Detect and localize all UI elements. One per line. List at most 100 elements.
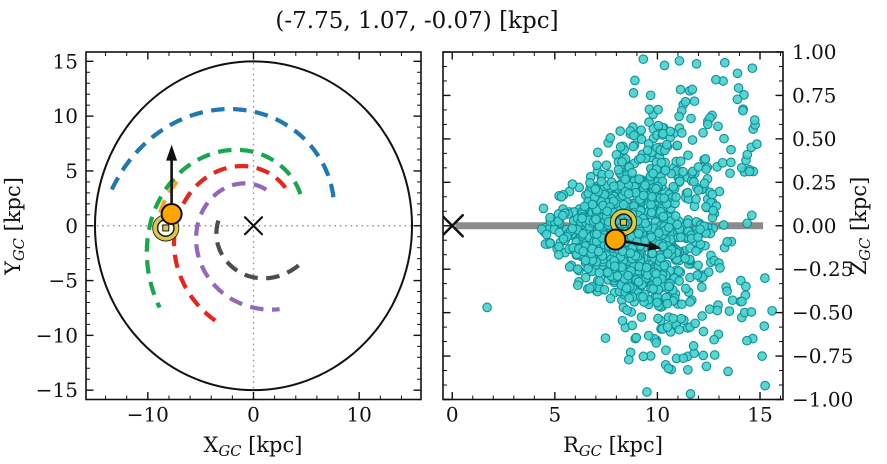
x-tick-label: −10 (127, 403, 169, 427)
scatter-point (578, 229, 588, 239)
scatter-point (653, 120, 664, 131)
scatter-point (538, 203, 549, 214)
scatter-point (557, 210, 568, 221)
y-tick-label: −10 (36, 323, 78, 347)
scatter-point (742, 218, 753, 229)
scatter-point (717, 157, 728, 168)
scatter-point (674, 276, 685, 286)
scatter-point (693, 162, 704, 172)
scatter-point (601, 160, 612, 171)
scatter-point (693, 232, 703, 242)
scatter-point (623, 270, 633, 281)
x-tick-label: 10 (645, 403, 670, 427)
scatter-point (675, 84, 686, 95)
scatter-point (702, 119, 713, 130)
scatter-point (638, 190, 649, 201)
axis-ticks (443, 51, 783, 401)
figure-title: (-7.75, 1.07, -0.07) [kpc] (275, 8, 558, 34)
scatter-point (760, 380, 770, 391)
y-tick-label: 0.00 (792, 214, 837, 238)
y-tick-label: 1.00 (792, 40, 837, 64)
scatter-point (724, 306, 735, 316)
x-tick-label: 15 (747, 403, 772, 427)
scatter-point (738, 105, 748, 116)
scatter-point (602, 206, 613, 217)
scatter-point (623, 354, 634, 365)
scatter-point (634, 174, 644, 184)
y-tick-label: 0.50 (792, 127, 837, 151)
x-tick-label: 0 (446, 403, 459, 427)
scatter-point (676, 299, 687, 310)
scatter-point (689, 176, 699, 187)
scatter-point (609, 181, 619, 192)
scatter-point (732, 94, 743, 105)
scatter-point (676, 313, 687, 324)
scatter-point (648, 284, 658, 294)
scatter-point (596, 176, 607, 187)
scatter-point (592, 147, 603, 158)
scatter-point (633, 276, 644, 287)
sun-center-dot (620, 218, 628, 226)
spiral-arm-red (171, 164, 288, 324)
scatter-point (757, 351, 767, 361)
scatter-point (624, 293, 635, 303)
scatter-point (625, 248, 636, 258)
scatter-point (594, 276, 605, 286)
scatter-point (567, 179, 578, 189)
scatter-point (670, 211, 681, 221)
scatter-point (593, 246, 604, 257)
scatter-point (741, 281, 751, 292)
scatter-point (673, 266, 684, 276)
scatter-point (696, 282, 707, 292)
scatter-point (742, 149, 753, 160)
scatter-point (621, 283, 632, 293)
scatter-point (617, 156, 627, 167)
x-tick-label: 5 (548, 403, 561, 427)
scatter-point (602, 267, 613, 278)
scatter-point (662, 322, 673, 332)
scatter-point (648, 168, 658, 179)
scatter-point (628, 88, 639, 98)
solar-circle (93, 60, 414, 392)
scatter-point (722, 286, 732, 297)
scatter-point (680, 253, 691, 264)
scatter-point (584, 283, 595, 294)
scatter-point (631, 332, 642, 343)
scatter-point (636, 134, 647, 145)
spiral-arm-purple (193, 181, 280, 312)
scatter-point (678, 353, 689, 364)
scatter-point (662, 248, 673, 259)
x-tick-label: 10 (346, 403, 371, 427)
scatter-point (689, 96, 700, 107)
scatter-point (615, 126, 626, 136)
scatter-point (653, 104, 663, 115)
scatter-point (646, 207, 657, 218)
scatter-point (672, 219, 683, 230)
scatter-point (615, 142, 626, 152)
x-tick-label: 0 (247, 403, 260, 427)
y-axis-label-left: YGC [kpc] (1, 177, 28, 276)
scatter-point (652, 297, 662, 308)
sun-ring-inner-edge (614, 213, 633, 232)
spiral-arm-green (144, 147, 303, 309)
scatter-point (698, 326, 709, 337)
scatter-point (617, 315, 628, 326)
scatter-point (675, 156, 686, 167)
scatter-point (726, 157, 736, 168)
galactic-center-x-marker (243, 216, 264, 236)
scatter-point (567, 223, 578, 234)
scatter-point (685, 297, 695, 307)
scatter-point (580, 255, 591, 266)
scatter-point (747, 63, 758, 74)
x-marker-stroke (443, 214, 464, 237)
scatter-point (651, 337, 662, 348)
scatter-point (659, 60, 670, 71)
scatter-point (644, 104, 655, 115)
scatter-point (690, 318, 701, 329)
scatter-point (585, 178, 595, 188)
scatter-point (642, 387, 652, 397)
scatter-point (703, 267, 714, 277)
galactic-center-x-marker (443, 214, 464, 238)
scatter-point (641, 262, 652, 273)
scatter-point (759, 321, 770, 331)
